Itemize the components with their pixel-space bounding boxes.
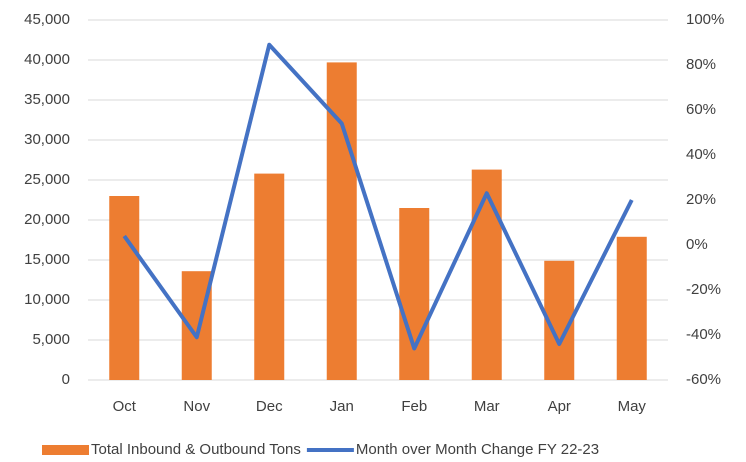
y-tick-label: 20,000 [24,211,70,228]
y2-tick-label: 80% [686,56,716,73]
bar [471,169,502,380]
legend-label: Month over Month Change FY 22-23 [356,441,599,458]
x-tick-label: Oct [113,398,137,415]
legend-swatch [42,445,89,455]
y-tick-label: 15,000 [24,251,70,268]
x-tick-label: Dec [256,398,283,415]
y2-tick-label: -60% [686,371,721,388]
bar [616,236,647,380]
legend-label: Total Inbound & Outbound Tons [91,441,301,458]
line [122,42,634,351]
y2-tick-label: 60% [686,101,716,118]
y-tick-label: 25,000 [24,171,70,188]
bar [254,173,285,380]
bar [399,208,430,380]
y-tick-label: 5,000 [32,331,70,348]
y2-tick-label: 100% [686,11,724,28]
y-tick-label: 35,000 [24,91,70,108]
x-tick-label: Mar [474,398,500,415]
y-tick-label: 40,000 [24,51,70,68]
y2-tick-label: 40% [686,146,716,163]
y2-tick-label: -20% [686,281,721,298]
x-tick-label: Jan [330,398,354,415]
y-tick-label: 0 [62,371,70,388]
y2-tick-label: 20% [686,191,716,208]
y-tick-label: 30,000 [24,131,70,148]
x-tick-label: Nov [183,398,210,415]
x-tick-label: Apr [548,398,571,415]
x-tick-label: May [618,398,647,415]
bar [109,196,140,380]
x-tick-label: Feb [401,398,427,415]
y2-tick-label: -40% [686,326,721,343]
y2-tick-label: 0% [686,236,708,253]
y-tick-label: 10,000 [24,291,70,308]
y-tick-label: 45,000 [24,11,70,28]
